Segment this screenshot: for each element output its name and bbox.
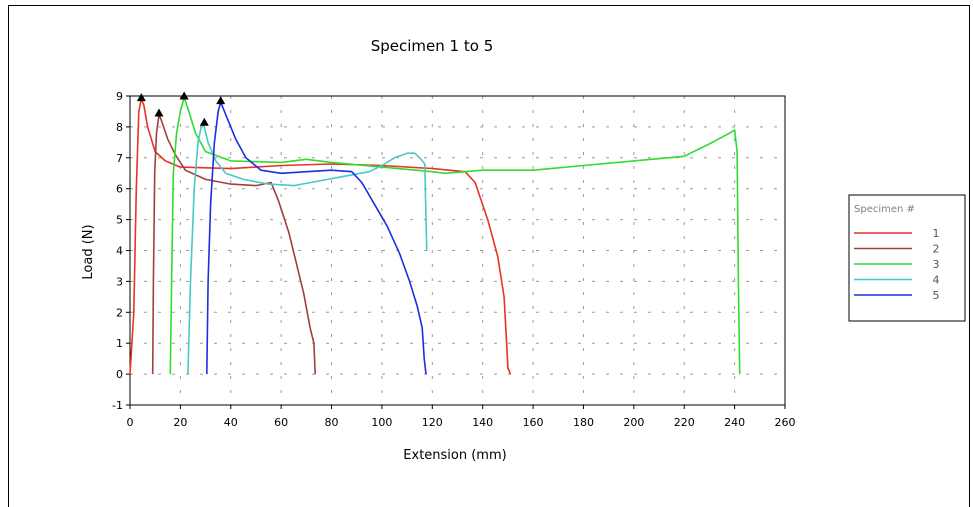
y-tick-label: -1: [112, 399, 123, 412]
grid-lines: [130, 96, 785, 405]
legend-box: [848, 194, 966, 322]
peak-marker-5: [216, 96, 226, 105]
peak-markers: [136, 91, 226, 126]
y-tick-label: 3: [116, 275, 123, 288]
chart-frame: [8, 5, 970, 507]
series-line-1: [129, 98, 512, 375]
x-tick-label: 200: [623, 416, 644, 429]
x-tick-label: 80: [325, 416, 339, 429]
x-tick-label: 100: [371, 416, 392, 429]
x-tick-label: 20: [173, 416, 187, 429]
x-axis-title: Extension (mm): [403, 448, 506, 463]
x-tick-label: 160: [523, 416, 544, 429]
x-tick-label: 180: [573, 416, 594, 429]
peak-marker-4: [199, 117, 209, 126]
y-tick-label: 8: [116, 121, 123, 134]
x-tick-label: 120: [422, 416, 443, 429]
y-tick-label: 7: [116, 152, 123, 165]
x-tick-label: 0: [127, 416, 134, 429]
legend-label-1: 1: [933, 227, 940, 240]
axis-ticks: 0 20 40 60 80 100 120 140 160 180 200 220 240 260 -1 0 1…: [112, 90, 795, 429]
y-tick-label: 5: [116, 214, 123, 227]
legend-label-2: 2: [933, 243, 940, 256]
x-tick-label: 260: [775, 416, 796, 429]
y-axis-title: Load (N): [81, 224, 96, 279]
x-tick-label: 240: [724, 416, 745, 429]
chart-title: Specimen 1 to 5: [371, 37, 493, 55]
x-tick-label: 140: [472, 416, 493, 429]
series-line-4: [187, 123, 428, 375]
series-line-2: [151, 113, 316, 375]
series-line-5: [206, 101, 427, 375]
series-lines: [129, 96, 741, 375]
legend: Specimen # 1 2 3 4 5: [848, 194, 966, 322]
peak-marker-3: [179, 91, 189, 100]
y-tick-label: 1: [116, 337, 123, 350]
y-tick-label: 0: [116, 368, 123, 381]
peak-marker-2: [154, 108, 164, 117]
y-tick-label: 9: [116, 90, 123, 103]
x-tick-label: 40: [224, 416, 238, 429]
legend-label-3: 3: [933, 258, 940, 271]
x-tick-label: 220: [674, 416, 695, 429]
peak-marker-1: [136, 93, 146, 102]
legend-label-4: 4: [933, 274, 940, 287]
legend-label-5: 5: [933, 289, 940, 302]
legend-title: Specimen #: [854, 204, 915, 215]
x-tick-label: 60: [274, 416, 288, 429]
series-line-3: [169, 96, 741, 375]
y-tick-label: 2: [116, 306, 123, 319]
y-tick-label: 4: [116, 245, 123, 258]
y-tick-label: 6: [116, 183, 123, 196]
